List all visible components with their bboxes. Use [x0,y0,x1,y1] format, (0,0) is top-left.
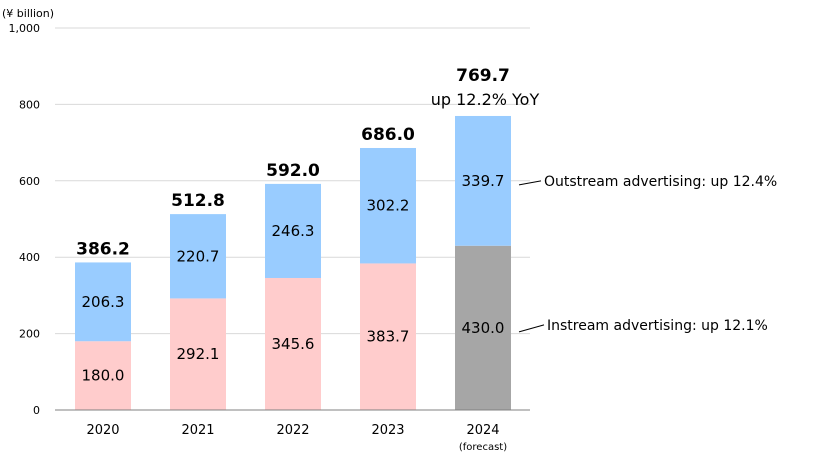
gridlines [55,27,530,335]
bar-total-label: 386.2 [76,239,130,259]
y-tick-label: 0 [33,404,40,417]
bar-total-label: 512.8 [171,191,225,211]
bar-outstream-label: 246.3 [272,222,315,240]
y-axis-ticks: 0 200 400 600 800 1,000 [9,22,41,417]
instream-callout: Instream advertising: up 12.1% [547,318,768,334]
bar-total-label: 592.0 [266,161,320,181]
x-category-label: 2020 [86,423,119,438]
bar-total-label: 769.7 [456,66,510,86]
bar-instream-label: 383.7 [367,328,410,346]
bar-instream-label: 345.6 [272,335,315,353]
bar-outstream-label: 302.2 [367,197,410,215]
bar-instream-label: 292.1 [177,345,220,363]
x-category-label: 2021 [181,423,214,438]
y-axis-unit-label: (¥ billion) [2,7,54,20]
bar-instream [265,277,321,410]
x-axis-labels: 2020 2021 2022 2023 2024 (forecast) [86,423,507,453]
x-category-label: 2023 [371,423,404,438]
bars: 180.0 206.3 292.1 220.7 345.6 246.3 383.7 302.2… [75,115,511,410]
y-tick-label: 800 [19,98,40,111]
bar-outstream-label: 220.7 [177,247,220,265]
instream-callout-line [518,324,545,333]
bar-outstream [265,183,321,278]
bar-instream [170,298,226,410]
y-tick-label: 600 [19,175,40,188]
bar-outstream-label: 206.3 [82,293,125,311]
x-category-label: 2024 [466,423,499,438]
outstream-callout-line [518,180,542,186]
y-tick-label: 1,000 [9,22,41,35]
bar-outstream [75,262,131,342]
bar-total-label: 686.0 [361,125,415,145]
total-labels: 386.2 512.8 592.0 686.0 769.7 [76,66,510,259]
bar-instream-label: 430.0 [462,319,505,337]
callouts: Outstream advertising: up 12.4% Instream… [518,174,777,334]
outstream-callout: Outstream advertising: up 12.4% [544,174,777,190]
y-tick-label: 400 [19,251,40,264]
bar-outstream [360,147,416,264]
bar-instream [75,341,131,410]
bar-outstream-label: 339.7 [462,172,505,190]
bar-instream [360,263,416,410]
x-category-label: 2022 [276,423,309,438]
yoy-note: up 12.2% YoY [431,90,540,109]
bar-outstream [455,115,511,246]
bar-outstream [170,214,226,299]
bar-instream [455,245,511,410]
bar-instream-label: 180.0 [82,367,125,385]
x-category-sublabel: (forecast) [459,442,507,453]
y-tick-label: 200 [19,328,40,341]
